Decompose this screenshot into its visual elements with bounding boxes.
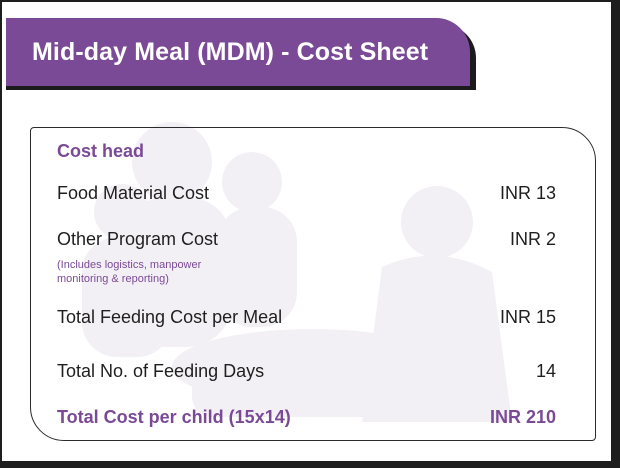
frame-shadow-right <box>611 2 618 466</box>
cost-row-value: INR 2 <box>509 229 556 249</box>
total-label: Total Cost per child (15x14) <box>57 407 291 427</box>
cost-sheet-card <box>30 127 596 441</box>
cost-row-feeding-days: Total No. of Feeding Days 14 <box>57 361 556 382</box>
cost-row-total-per-child: Total Cost per child (15x14) INR 210 <box>57 407 556 428</box>
page-title: Mid-day Meal (MDM) - Cost Sheet <box>32 37 429 66</box>
cost-row-food-material: Food Material Cost INR 13 <box>57 183 556 204</box>
cost-row-value: 14 <box>535 361 556 381</box>
other-program-cost-note: (Includes logistics, manpower monitoring… <box>57 258 287 286</box>
cost-row-other-program: Other Program Cost INR 2 <box>57 229 556 250</box>
cost-row-label: Other Program Cost <box>57 229 219 249</box>
title-banner: Mid-day Meal (MDM) - Cost Sheet <box>6 18 470 86</box>
total-value: INR 210 <box>489 407 556 427</box>
frame-shadow-bottom <box>2 461 618 466</box>
cost-row-value: INR 13 <box>499 183 556 203</box>
cost-row-label: Food Material Cost <box>57 183 210 203</box>
cost-head-heading: Cost head <box>57 141 145 161</box>
note-line: monitoring & reporting) <box>57 273 169 285</box>
cost-row-value: INR 15 <box>499 307 556 327</box>
cost-row-label: Total No. of Feeding Days <box>57 361 265 381</box>
cost-row-feeding-cost-per-meal: Total Feeding Cost per Meal INR 15 <box>57 307 556 328</box>
note-line: (Includes logistics, manpower <box>57 259 202 271</box>
faded-background-illustration <box>82 122 512 422</box>
cost-row-label: Total Feeding Cost per Meal <box>57 307 283 327</box>
